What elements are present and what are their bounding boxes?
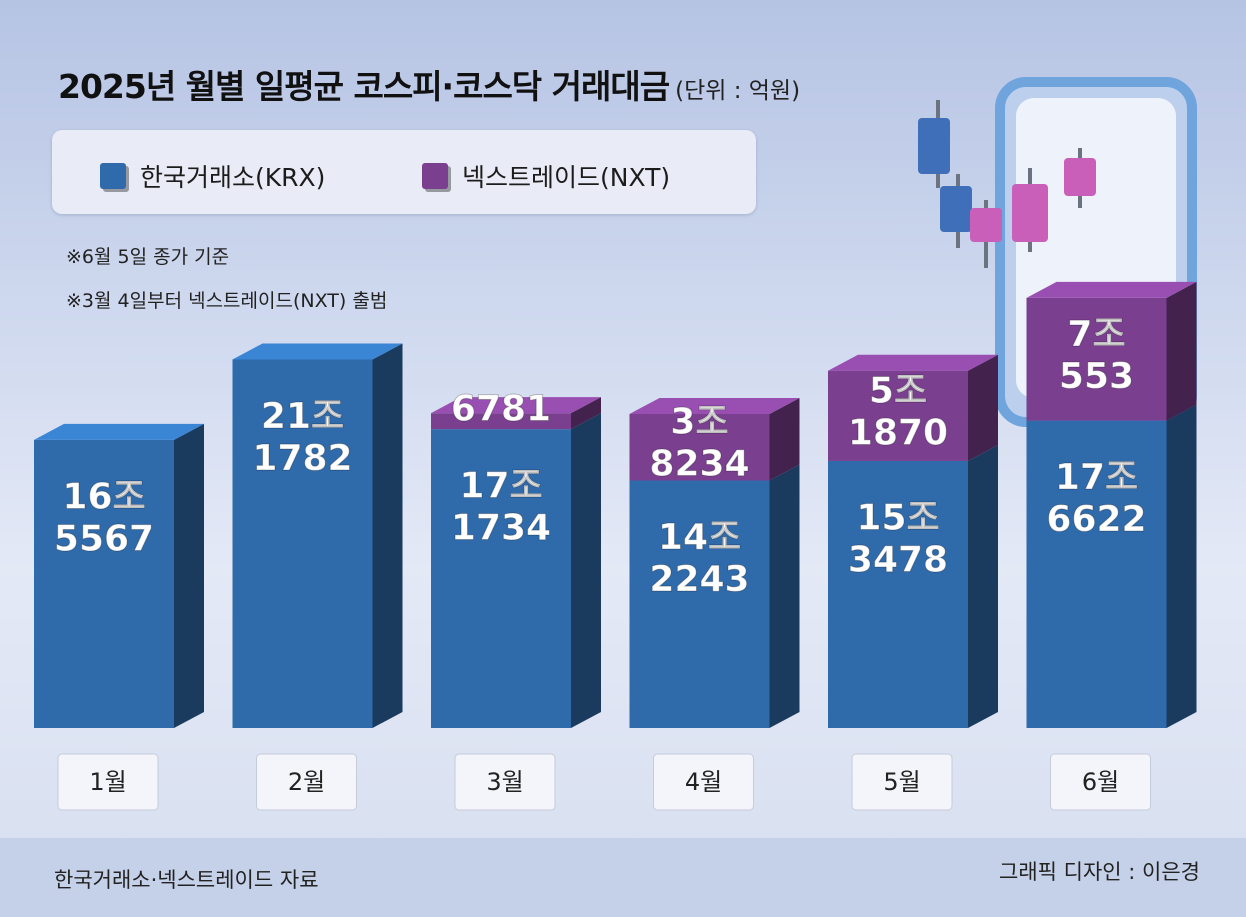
bar-krx-2 bbox=[232, 343, 403, 728]
month-label-5: 5월 bbox=[883, 768, 920, 796]
bar-nxt-4 bbox=[629, 397, 800, 481]
label-krx-3-line-0: 17조 bbox=[459, 466, 542, 507]
bar-nxt-3-side bbox=[571, 397, 601, 430]
bar-nxt-4-side bbox=[769, 397, 800, 481]
bar-krx-3 bbox=[431, 413, 601, 728]
label-nxt-3-line-0: 6781 bbox=[451, 389, 551, 430]
month-label-2: 2월 bbox=[288, 768, 325, 796]
label-krx-2-line-1: 1782 bbox=[252, 438, 352, 479]
label-krx-3-line-1: 1734 bbox=[451, 508, 551, 549]
label-nxt-4-line-1: 8234 bbox=[649, 444, 749, 485]
bar-krx-2-front bbox=[232, 359, 373, 728]
label-nxt-6-line-0: 7조 bbox=[1067, 314, 1125, 355]
label-krx-6-line-1: 6622 bbox=[1046, 499, 1146, 540]
month-box-4 bbox=[653, 753, 754, 811]
label-nxt-5-line-0: 5조 bbox=[869, 370, 927, 411]
source-text: 한국거래소·넥스트레이드 자료 bbox=[54, 868, 319, 892]
credit-text: 그래픽 디자인 : 이은경 bbox=[999, 860, 1200, 884]
bar-nxt-6-top bbox=[1026, 281, 1197, 298]
month-box-5 bbox=[851, 753, 953, 811]
bar-nxt-3-front bbox=[431, 413, 571, 430]
month-box-2 bbox=[256, 753, 357, 811]
bar-nxt-6-side bbox=[1166, 281, 1197, 421]
bar-nxt-5-side bbox=[968, 354, 998, 461]
label-krx-6-line-0: 17조 bbox=[1055, 457, 1138, 498]
month-box-3 bbox=[454, 753, 556, 811]
label-krx-2-line-0: 21조 bbox=[261, 396, 344, 437]
month-box-1 bbox=[57, 753, 159, 811]
legend-swatch-nxt bbox=[422, 163, 448, 189]
bar-krx-1 bbox=[34, 423, 204, 728]
bar-krx-6-side bbox=[1166, 404, 1197, 728]
bar-nxt-3-top bbox=[431, 397, 601, 414]
month-label-3: 3월 bbox=[486, 768, 523, 796]
month-box-6 bbox=[1050, 753, 1151, 811]
bar-krx-2-top bbox=[232, 343, 403, 360]
label-krx-1-line-1: 5567 bbox=[54, 518, 154, 559]
month-label-6: 6월 bbox=[1082, 768, 1119, 796]
chart-unit: (단위 : 억원) bbox=[675, 78, 801, 104]
bar-krx-6 bbox=[1026, 404, 1197, 728]
bar-krx-4-side bbox=[769, 464, 800, 728]
bar-nxt-3 bbox=[431, 397, 601, 430]
label-nxt-5-line-1: 1870 bbox=[848, 412, 948, 453]
bar-krx-5-front bbox=[828, 460, 968, 728]
legend-item-krx: 한국거래소(KRX) bbox=[100, 158, 325, 194]
label-krx-1-line-0: 16조 bbox=[62, 476, 145, 517]
chart-title: 2025년 월별 일평균 코스피·코스닥 거래대금 (단위 : 억원) bbox=[58, 67, 801, 106]
bar-krx-1-front bbox=[34, 439, 174, 728]
legend: 한국거래소(KRX) 넥스트레이드(NXT) bbox=[52, 130, 756, 214]
bar-krx-4-front bbox=[629, 480, 770, 728]
label-krx-4-line-1: 2243 bbox=[649, 559, 749, 600]
candlestick-icon bbox=[918, 100, 1096, 268]
label-krx-5-line-0: 15조 bbox=[856, 497, 939, 538]
month-label-1: 1월 bbox=[89, 768, 126, 796]
bar-krx-1-top bbox=[34, 423, 204, 440]
bar-krx-4 bbox=[629, 464, 800, 728]
legend-swatch-krx bbox=[100, 163, 126, 189]
bar-krx-3-side bbox=[571, 413, 601, 728]
bar-nxt-5-front bbox=[828, 370, 968, 461]
bar-krx-1-side bbox=[174, 423, 204, 728]
legend-label-nxt: 넥스트레이드(NXT) bbox=[462, 163, 671, 192]
bar-nxt-4-front bbox=[629, 413, 770, 481]
label-krx-5-line-1: 3478 bbox=[848, 539, 948, 580]
bar-nxt-5 bbox=[828, 354, 998, 461]
label-nxt-4-line-0: 3조 bbox=[670, 402, 728, 443]
month-label-4: 4월 bbox=[685, 768, 722, 796]
bar-nxt-5-top bbox=[828, 354, 998, 371]
label-krx-4-line-0: 14조 bbox=[658, 517, 741, 558]
bar-krx-6-front bbox=[1026, 420, 1167, 728]
bar-nxt-6 bbox=[1026, 281, 1197, 421]
note-close-basis: ※6월 5일 종가 기준 bbox=[66, 246, 230, 268]
bar-krx-3-front bbox=[431, 429, 571, 728]
legend-label-krx: 한국거래소(KRX) bbox=[140, 163, 326, 192]
bar-krx-5 bbox=[828, 444, 998, 728]
bar-nxt-4-top bbox=[629, 397, 800, 414]
bar-krx-2-side bbox=[372, 343, 403, 728]
legend-item-nxt: 넥스트레이드(NXT) bbox=[422, 158, 670, 194]
note-nxt-launch: ※3월 4일부터 넥스트레이드(NXT) 출범 bbox=[66, 290, 388, 312]
bar-krx-5-side bbox=[968, 444, 998, 728]
footer-band bbox=[0, 838, 1246, 917]
label-nxt-6-line-1: 553 bbox=[1059, 356, 1134, 397]
bar-nxt-6-front bbox=[1026, 297, 1167, 421]
